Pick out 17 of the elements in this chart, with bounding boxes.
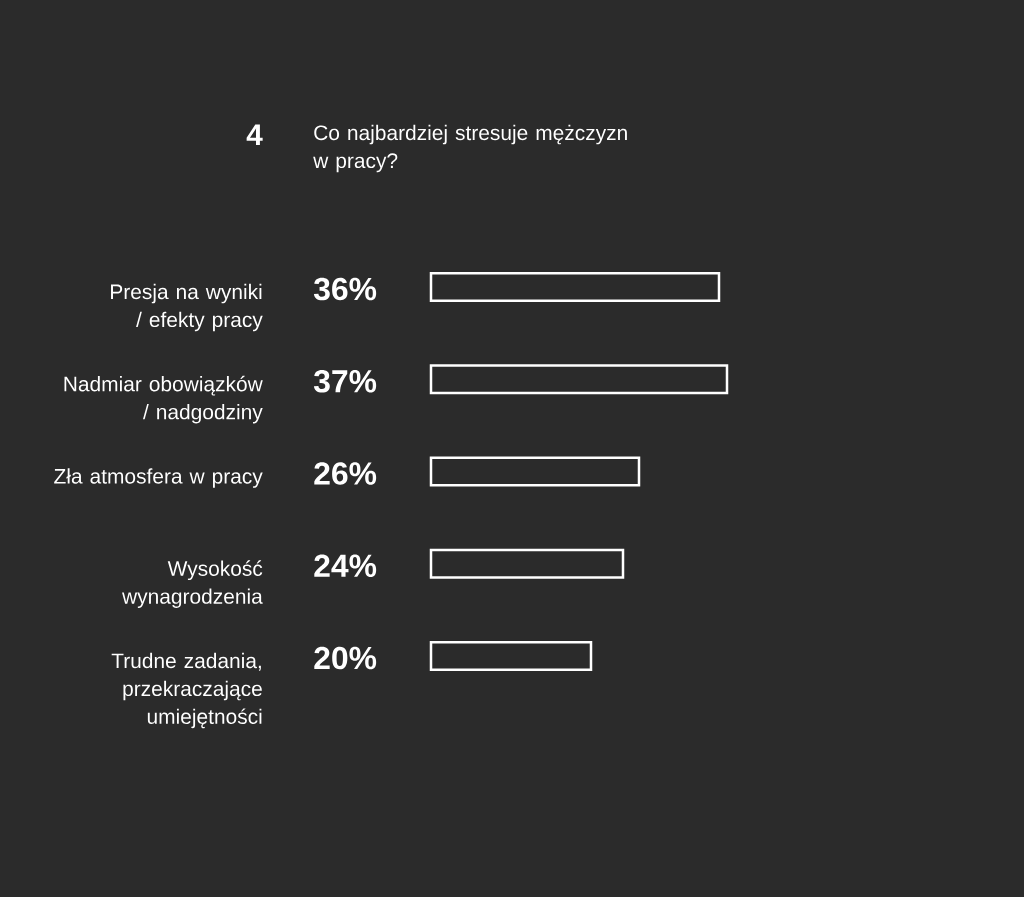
y-tick-label: Wysokość wynagrodzenia <box>122 560 263 608</box>
data-label: 26% <box>314 462 377 485</box>
y-tick-label: Zła atmosfera w pracy <box>54 468 263 488</box>
bar <box>429 548 625 579</box>
bar <box>429 364 729 395</box>
bar <box>429 272 721 303</box>
bar <box>429 641 593 672</box>
data-label: 37% <box>313 370 377 393</box>
bar <box>429 456 641 487</box>
chart-title: Co najbardziej stresuje mężczyzn w pracy? <box>313 124 627 173</box>
data-label: 20% <box>314 646 377 670</box>
y-tick-label: Nadmiar obowiązków / nadgodziny <box>64 375 263 424</box>
data-label: 24% <box>314 554 377 578</box>
y-tick-label: Presja na wyniki / efekty pracy <box>111 283 263 332</box>
text: 4 <box>246 124 263 145</box>
y-tick-label: Trudne zadania, przekraczające umiejętności <box>111 652 262 729</box>
data-label: 36% <box>313 277 377 301</box>
